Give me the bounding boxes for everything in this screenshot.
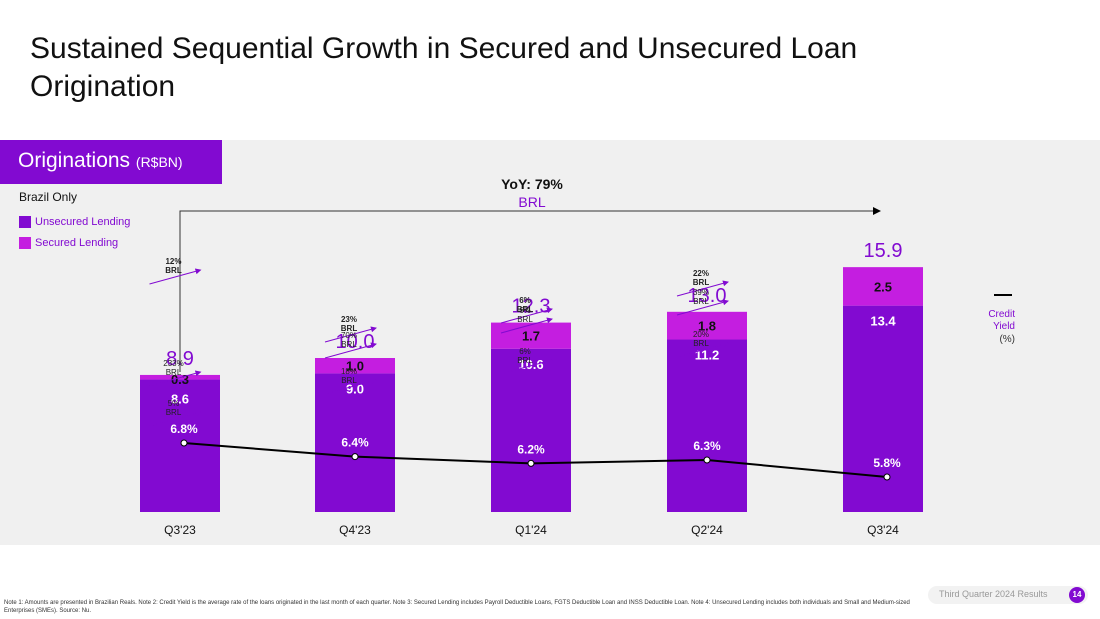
growth-total-arrow-2 bbox=[500, 307, 553, 324]
x-tick-label-4: Q3'24 bbox=[867, 523, 899, 537]
bar-secured-label-4: 2.5 bbox=[874, 279, 892, 294]
credit-yield-label-0: 6.8% bbox=[170, 422, 198, 436]
yoy-annotation: YoY: 79% BRL bbox=[179, 176, 881, 372]
growth-secured-pct-2: 6% bbox=[519, 306, 531, 315]
growth-total-ccy-1: BRL bbox=[341, 324, 358, 333]
legend-label-secured: Secured Lending bbox=[35, 237, 119, 249]
bar-unsecured-label-3: 11.2 bbox=[695, 348, 720, 363]
bar-unsecured-4 bbox=[843, 305, 923, 512]
credit-yield-point-4 bbox=[883, 473, 891, 481]
credit-yield-label-3: 6.3% bbox=[693, 439, 721, 453]
growth-unsecured-arrow-2 bbox=[500, 358, 553, 375]
credit-yield-label-3: (%) bbox=[999, 334, 1015, 345]
credit-yield-label-4: 5.8% bbox=[873, 456, 901, 470]
growth-secured-ccy-3: BRL bbox=[693, 297, 709, 306]
x-tick-label-2: Q1'24 bbox=[515, 523, 547, 537]
growth-unsecured-ccy-1: BRL bbox=[341, 376, 357, 385]
bar-secured-label-2: 1.7 bbox=[522, 329, 540, 344]
bar-secured-4 bbox=[843, 267, 923, 306]
bar-secured-label-0: 0.3 bbox=[171, 372, 189, 387]
report-pill: Third Quarter 2024 Results bbox=[928, 586, 1088, 604]
x-tick-label-1: Q4'23 bbox=[339, 523, 371, 537]
growth-unsecured-arrow-1 bbox=[324, 378, 377, 395]
x-tick-label-0: Q3'23 bbox=[164, 523, 196, 537]
growth-secured-arrow-0 bbox=[149, 370, 202, 387]
bar-secured-label-3: 1.8 bbox=[698, 319, 716, 334]
yoy-sub: BRL bbox=[518, 194, 545, 210]
growth-total-pct-1: 23% bbox=[341, 315, 357, 324]
bar-unsecured-label-0: 8.6 bbox=[171, 392, 189, 407]
bar-secured-label-1: 1.0 bbox=[346, 359, 364, 374]
bar-total-label-4: 15.9 bbox=[864, 240, 903, 262]
bar-secured-2 bbox=[491, 322, 571, 349]
credit-yield-legend: Credit Yield (%) bbox=[988, 294, 1015, 345]
credit-yield-label-2: Yield bbox=[993, 321, 1015, 332]
growth-unsecured-ccy-3: BRL bbox=[693, 339, 709, 348]
legend-label-unsecured: Unsecured Lending bbox=[35, 216, 131, 228]
growth-unsecured-pct-2: 6% bbox=[519, 347, 531, 356]
legend-swatch-secured bbox=[19, 237, 31, 249]
bar-secured-3 bbox=[667, 311, 747, 340]
x-tick-label-3: Q2'24 bbox=[691, 523, 723, 537]
region-subtitle: Brazil Only bbox=[19, 190, 78, 204]
credit-yield-point-0 bbox=[180, 439, 188, 447]
growth-secured-pct-3: 39% bbox=[693, 288, 709, 297]
credit-yield-point-3 bbox=[703, 456, 711, 464]
growth-total-ccy-3: BRL bbox=[693, 278, 710, 287]
bar-unsecured-label-4: 13.4 bbox=[870, 314, 896, 329]
originations-tag: Originations (R$BN) bbox=[0, 140, 222, 184]
growth-total-pct-3: 22% bbox=[693, 269, 709, 278]
growth-total-ccy-2: BRL bbox=[517, 305, 534, 314]
growth-secured-ccy-2: BRL bbox=[517, 315, 533, 324]
growth-total-pct-2: 6% bbox=[519, 296, 531, 305]
report-label: Third Quarter 2024 Results bbox=[939, 589, 1048, 599]
page-number: 14 bbox=[1069, 587, 1085, 603]
growth-secured-arrow-3 bbox=[676, 299, 729, 316]
yoy-label: YoY: 79% bbox=[501, 176, 563, 192]
credit-yield-label-1: 6.4% bbox=[341, 436, 369, 450]
legend-item-secured: Secured Lending bbox=[19, 237, 118, 249]
credit-yield-point-1 bbox=[351, 453, 359, 461]
growth-secured-arrow-2 bbox=[500, 317, 553, 334]
legend-swatch-unsecured bbox=[19, 216, 31, 228]
growth-unsecured-pct-3: 20% bbox=[693, 330, 709, 339]
growth-total-arrow-3 bbox=[676, 280, 729, 297]
growth-unsecured-pct-1: 18% bbox=[341, 367, 357, 376]
growth-secured-pct-1: 70% bbox=[341, 331, 357, 340]
page-title: Sustained Sequential Growth in Secured a… bbox=[30, 32, 858, 103]
growth-total-ccy-0: BRL bbox=[165, 266, 182, 275]
bar-secured-1 bbox=[315, 358, 395, 374]
tag-unit: (R$BN) bbox=[135, 154, 183, 170]
growth-unsecured-ccy-2: BRL bbox=[517, 356, 533, 365]
growth-unsecured-pct-0: 5% bbox=[168, 399, 180, 408]
growth-secured-pct-0: 233% bbox=[163, 359, 183, 368]
growth-total-pct-0: 12% bbox=[165, 257, 181, 266]
growth-total-arrow-0 bbox=[149, 268, 202, 285]
bar-unsecured-2 bbox=[491, 348, 571, 512]
credit-yield-point-2 bbox=[527, 459, 535, 467]
credit-yield-label-2: 6.2% bbox=[517, 442, 545, 456]
footnote: Note 1: Amounts are presented in Brazili… bbox=[4, 600, 910, 614]
growth-unsecured-ccy-0: BRL bbox=[166, 408, 182, 417]
growth-secured-arrow-1 bbox=[324, 342, 377, 359]
growth-secured-ccy-0: BRL bbox=[166, 368, 182, 377]
growth-unsecured-arrow-0 bbox=[149, 410, 202, 427]
tag-label: Originations bbox=[18, 149, 131, 172]
growth-total-arrow-1 bbox=[324, 326, 377, 343]
bar-unsecured-label-1: 9.0 bbox=[346, 381, 364, 396]
bar-unsecured-3 bbox=[667, 339, 747, 512]
bar-unsecured-1 bbox=[315, 373, 395, 512]
yoy-bracket bbox=[179, 207, 881, 372]
growth-unsecured-arrow-3 bbox=[676, 341, 729, 358]
growth-secured-ccy-1: BRL bbox=[341, 340, 357, 349]
legend-item-unsecured: Unsecured Lending bbox=[19, 216, 130, 228]
credit-yield-label-1: Credit bbox=[988, 309, 1015, 320]
